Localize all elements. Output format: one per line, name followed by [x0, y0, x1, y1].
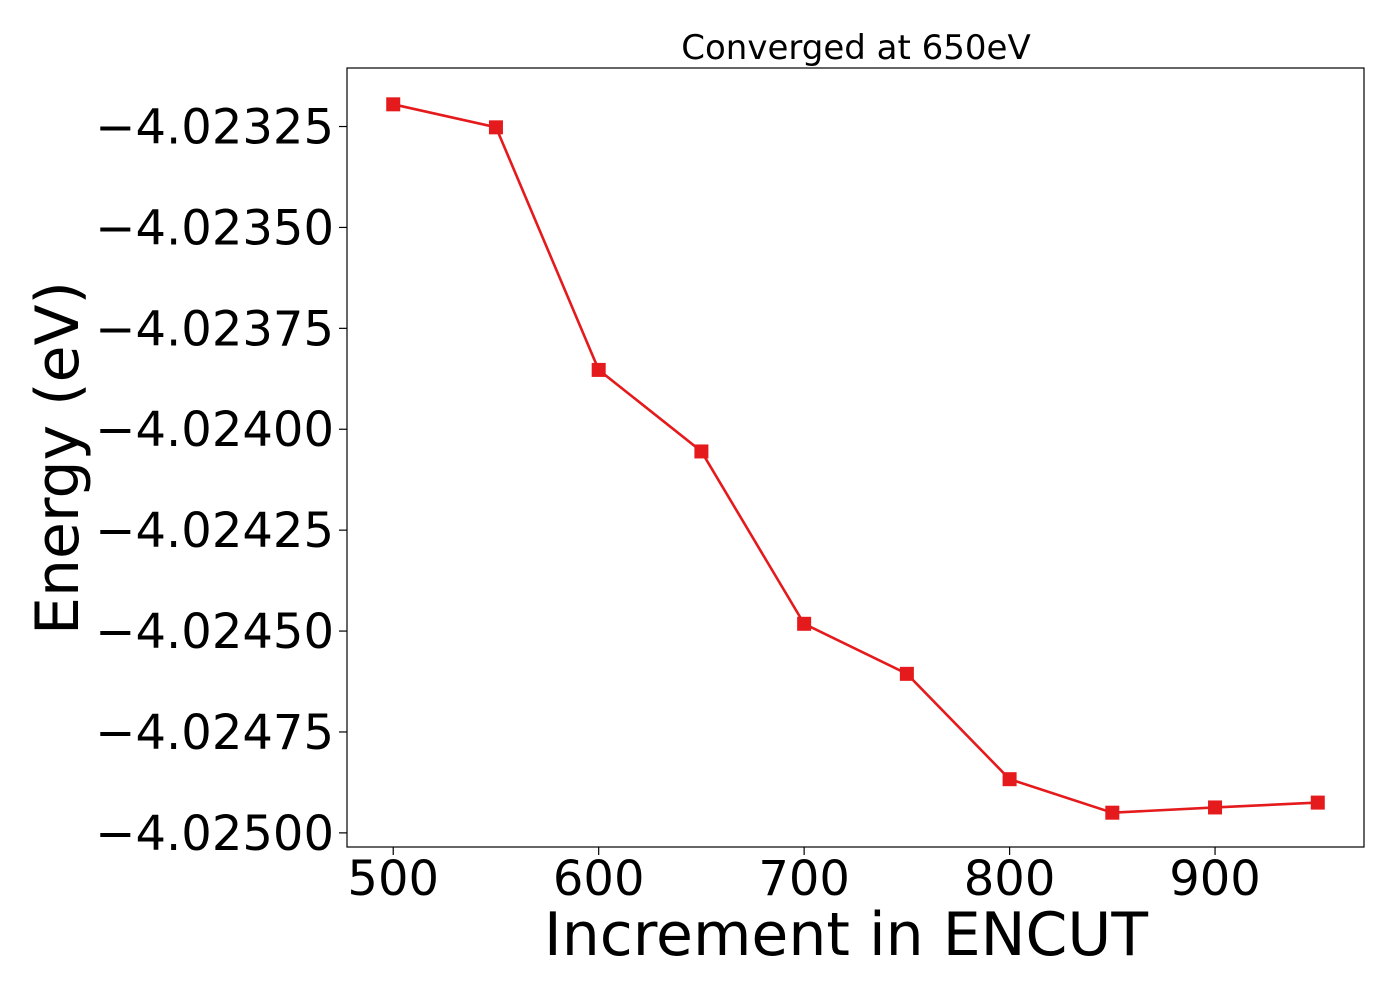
x-axis-ticks: 500 600 700 800 900 — [347, 847, 1261, 907]
x-tick-label: 700 — [758, 851, 850, 907]
data-point-marker — [591, 362, 606, 377]
y-tick-label: −4.02375 — [95, 301, 334, 357]
y-tick-label: −4.02350 — [95, 200, 334, 256]
y-axis-label: Energy (eV) — [23, 281, 93, 635]
series-line — [392, 103, 1318, 815]
plot-series — [386, 97, 1325, 820]
data-point-marker — [1105, 805, 1120, 820]
x-tick-label: 500 — [347, 851, 439, 907]
y-tick-label: −4.02500 — [95, 806, 334, 862]
chart-title: Converged at 650eV — [681, 28, 1030, 68]
y-tick-label: −4.02475 — [95, 705, 334, 761]
y-tick-label: −4.02325 — [95, 100, 334, 156]
y-tick-label: −4.02450 — [95, 604, 334, 660]
data-point-marker — [1208, 800, 1223, 815]
data-point-marker — [386, 97, 401, 112]
x-tick-label: 600 — [553, 851, 645, 907]
data-point-marker — [1310, 795, 1325, 810]
plot-frame — [346, 67, 1365, 848]
data-point-marker — [1002, 772, 1017, 787]
x-tick-label: 900 — [1169, 851, 1261, 907]
data-point-marker — [797, 616, 812, 631]
y-tick-label: −4.02425 — [95, 503, 334, 559]
data-point-marker — [488, 120, 503, 135]
data-point-marker — [899, 666, 914, 681]
data-point-marker — [694, 444, 709, 459]
x-axis-label: Increment in ENCUT — [544, 900, 1148, 970]
y-axis-ticks: −4.02325 −4.02350 −4.02375 −4.02400 −4.02425… — [95, 100, 347, 862]
y-tick-label: −4.02400 — [95, 402, 334, 458]
x-tick-label: 800 — [964, 851, 1056, 907]
